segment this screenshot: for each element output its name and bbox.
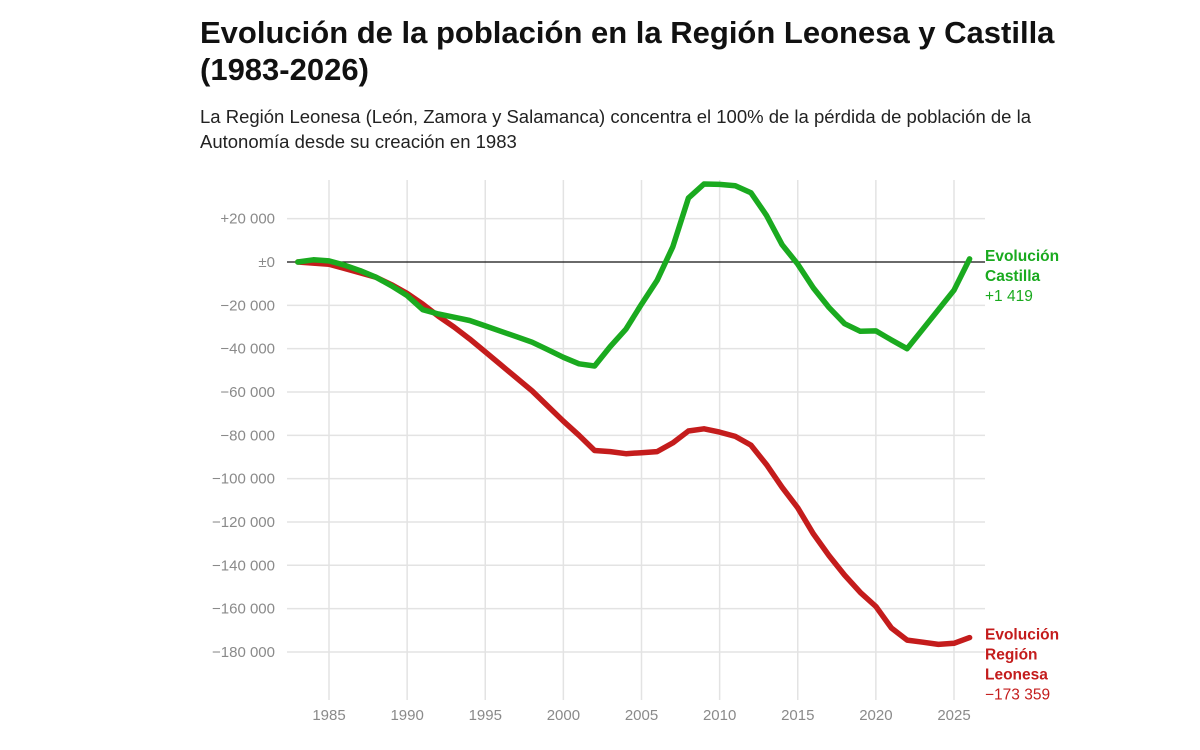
- x-tick-label: 2005: [625, 707, 658, 724]
- series-label: Evolución: [985, 248, 1059, 265]
- series-end-value: +1 419: [985, 288, 1033, 305]
- series-label: Castilla: [985, 268, 1041, 285]
- y-tick-label: +20 000: [220, 211, 275, 228]
- series-line-castilla: [295, 181, 973, 369]
- x-tick-label: 2015: [781, 707, 814, 724]
- y-tick-label: −160 000: [212, 601, 275, 618]
- series-label: Evolución: [985, 627, 1059, 644]
- series-lines: [295, 181, 973, 648]
- x-tick-label: 1990: [390, 707, 423, 724]
- x-tick-label: 2010: [703, 707, 736, 724]
- y-axis: +20 000 ±0 −20 000 −40 000 −60 000 −80 000 −10…: [212, 211, 275, 661]
- series-label: Leonesa: [985, 667, 1048, 684]
- y-tick-label: ±0: [258, 254, 275, 271]
- y-tick-label: −120 000: [212, 514, 275, 531]
- x-axis: 1985 1990 1995 2000 2005 2010 2015 2020 2025: [312, 707, 970, 724]
- y-tick-label: −80 000: [220, 427, 275, 444]
- y-tick-label: −40 000: [220, 341, 275, 358]
- series-end-value: −173 359: [985, 687, 1050, 704]
- series-labels: Evolución Castilla +1 419 Evolución Región Le…: [985, 248, 1059, 704]
- y-tick-label: −20 000: [220, 297, 275, 314]
- chart-title: Evolución de la población en la Región L…: [200, 15, 1055, 87]
- y-tick-label: −100 000: [212, 471, 275, 488]
- grid: [287, 180, 985, 700]
- x-tick-label: 2020: [859, 707, 892, 724]
- series-label: Región: [985, 647, 1038, 664]
- chart-subtitle: La Región Leonesa (León, Zamora y Salama…: [200, 106, 1031, 152]
- y-tick-label: −140 000: [212, 557, 275, 574]
- x-tick-label: 2025: [937, 707, 970, 724]
- x-tick-label: 1985: [312, 707, 345, 724]
- y-tick-label: −60 000: [220, 384, 275, 401]
- y-tick-label: −180 000: [212, 644, 275, 661]
- x-tick-label: 2000: [547, 707, 580, 724]
- x-tick-label: 1995: [469, 707, 502, 724]
